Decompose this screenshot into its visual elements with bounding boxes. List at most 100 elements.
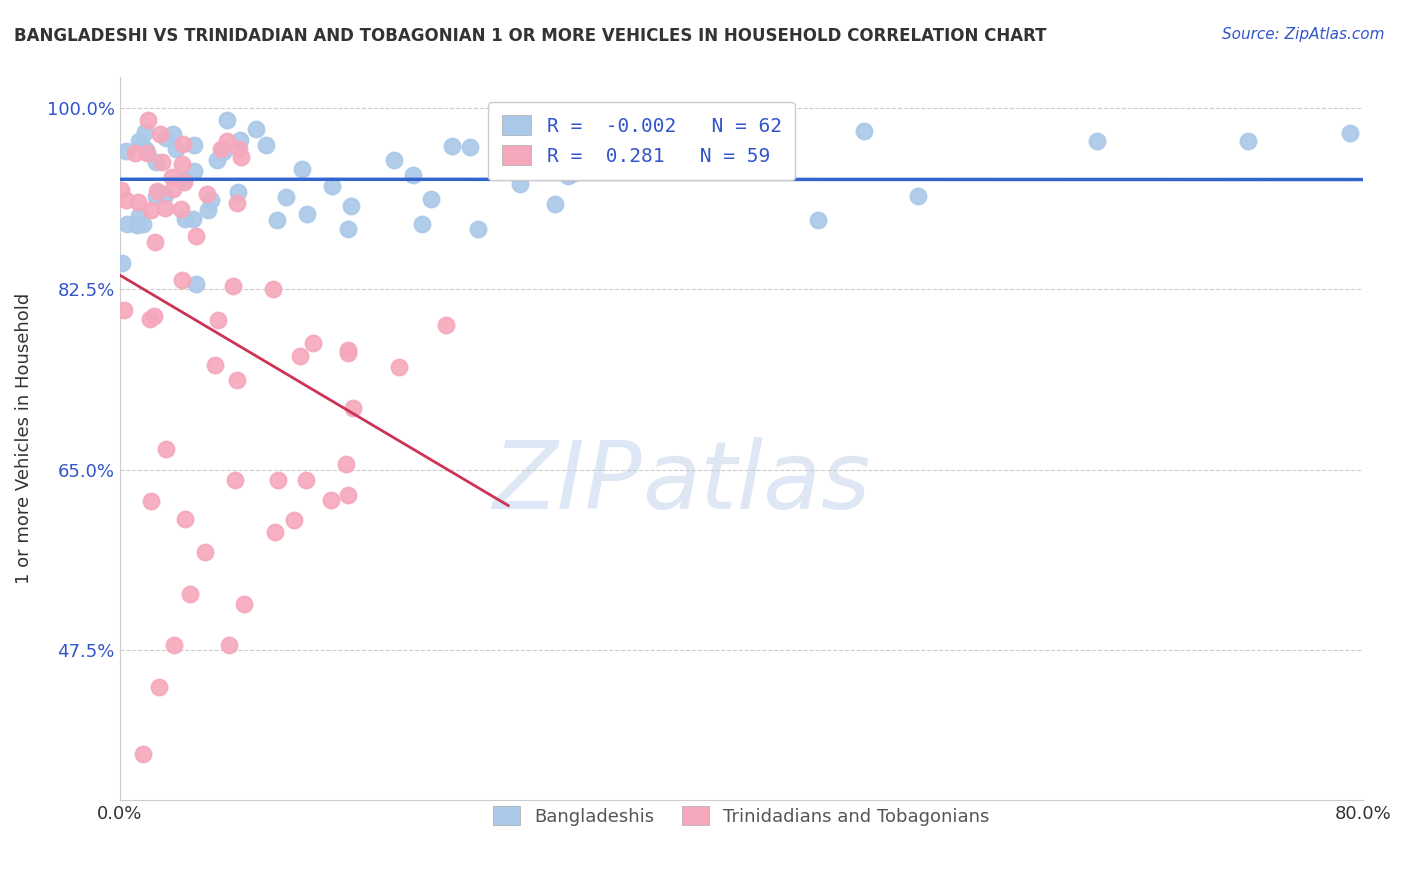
Point: [291, 161, 314, 176]
Point: [509, 177, 531, 191]
Point: [132, 747, 155, 761]
Legend: Bangladeshis, Trinidadians and Tobagonians: Bangladeshis, Trinidadians and Tobagonia…: [484, 797, 998, 835]
Point: [295, 473, 318, 487]
Point: [153, 201, 176, 215]
Text: ZIP: ZIP: [492, 437, 641, 528]
Point: [150, 154, 173, 169]
Point: [184, 277, 207, 291]
Point: [1403, 120, 1406, 134]
Point: [170, 157, 193, 171]
Point: [264, 524, 287, 539]
Point: [336, 346, 359, 360]
Point: [128, 210, 150, 224]
Point: [557, 169, 579, 184]
Point: [138, 312, 160, 326]
Point: [173, 171, 195, 186]
Point: [440, 139, 463, 153]
Point: [162, 128, 184, 142]
Point: [460, 139, 482, 153]
Point: [212, 145, 235, 159]
Point: [173, 175, 195, 189]
Point: [184, 228, 207, 243]
Point: [163, 638, 186, 652]
Point: [139, 203, 162, 218]
Point: [1085, 134, 1108, 148]
Point: [384, 153, 406, 167]
Point: [155, 131, 177, 145]
Point: [283, 513, 305, 527]
Point: [226, 185, 249, 199]
Point: [148, 680, 170, 694]
Point: [115, 193, 138, 207]
Point: [127, 218, 149, 232]
Point: [115, 217, 138, 231]
Point: [402, 168, 425, 182]
Point: [162, 182, 184, 196]
Point: [155, 188, 177, 202]
Point: [907, 189, 929, 203]
Point: [217, 113, 239, 128]
Point: [229, 150, 252, 164]
Point: [169, 202, 191, 216]
Point: [297, 207, 319, 221]
Text: BANGLADESHI VS TRINIDADIAN AND TOBAGONIAN 1 OR MORE VEHICLES IN HOUSEHOLD CORREL: BANGLADESHI VS TRINIDADIAN AND TOBAGONIA…: [14, 27, 1046, 45]
Y-axis label: 1 or more Vehicles in Household: 1 or more Vehicles in Household: [15, 293, 32, 584]
Point: [160, 170, 183, 185]
Point: [226, 196, 249, 211]
Point: [207, 313, 229, 327]
Point: [302, 335, 325, 350]
Point: [337, 222, 360, 236]
Point: [134, 124, 156, 138]
Point: [274, 189, 297, 203]
Point: [200, 194, 222, 208]
Point: [127, 194, 149, 209]
Point: [194, 545, 217, 559]
Point: [388, 359, 411, 374]
Point: [174, 212, 197, 227]
Point: [337, 343, 360, 358]
Point: [224, 473, 246, 487]
Point: [124, 145, 146, 160]
Point: [411, 217, 433, 231]
Point: [1378, 153, 1400, 168]
Point: [262, 283, 284, 297]
Point: [254, 137, 277, 152]
Point: [225, 373, 247, 387]
Point: [135, 143, 157, 157]
Point: [218, 638, 240, 652]
Point: [172, 136, 194, 151]
Point: [245, 122, 267, 136]
Point: [183, 211, 205, 226]
Point: [131, 137, 153, 152]
Point: [145, 190, 167, 204]
Point: [1237, 134, 1260, 148]
Point: [183, 163, 205, 178]
Point: [172, 273, 194, 287]
Point: [267, 473, 290, 487]
Point: [143, 235, 166, 250]
Point: [321, 178, 343, 193]
Point: [145, 154, 167, 169]
Point: [228, 142, 250, 156]
Point: [165, 143, 187, 157]
Point: [807, 212, 830, 227]
Point: [139, 493, 162, 508]
Point: [110, 183, 132, 197]
Point: [335, 457, 357, 471]
Point: [650, 124, 672, 138]
Point: [467, 221, 489, 235]
Point: [195, 187, 218, 202]
Point: [179, 587, 201, 601]
Point: [342, 401, 364, 415]
Point: [149, 127, 172, 141]
Point: [233, 597, 256, 611]
Point: [288, 349, 311, 363]
Point: [207, 153, 229, 167]
Point: [852, 123, 875, 137]
Point: [112, 303, 135, 318]
Point: [174, 512, 197, 526]
Point: [544, 197, 567, 211]
Point: [321, 492, 343, 507]
Point: [221, 279, 243, 293]
Point: [111, 256, 134, 270]
